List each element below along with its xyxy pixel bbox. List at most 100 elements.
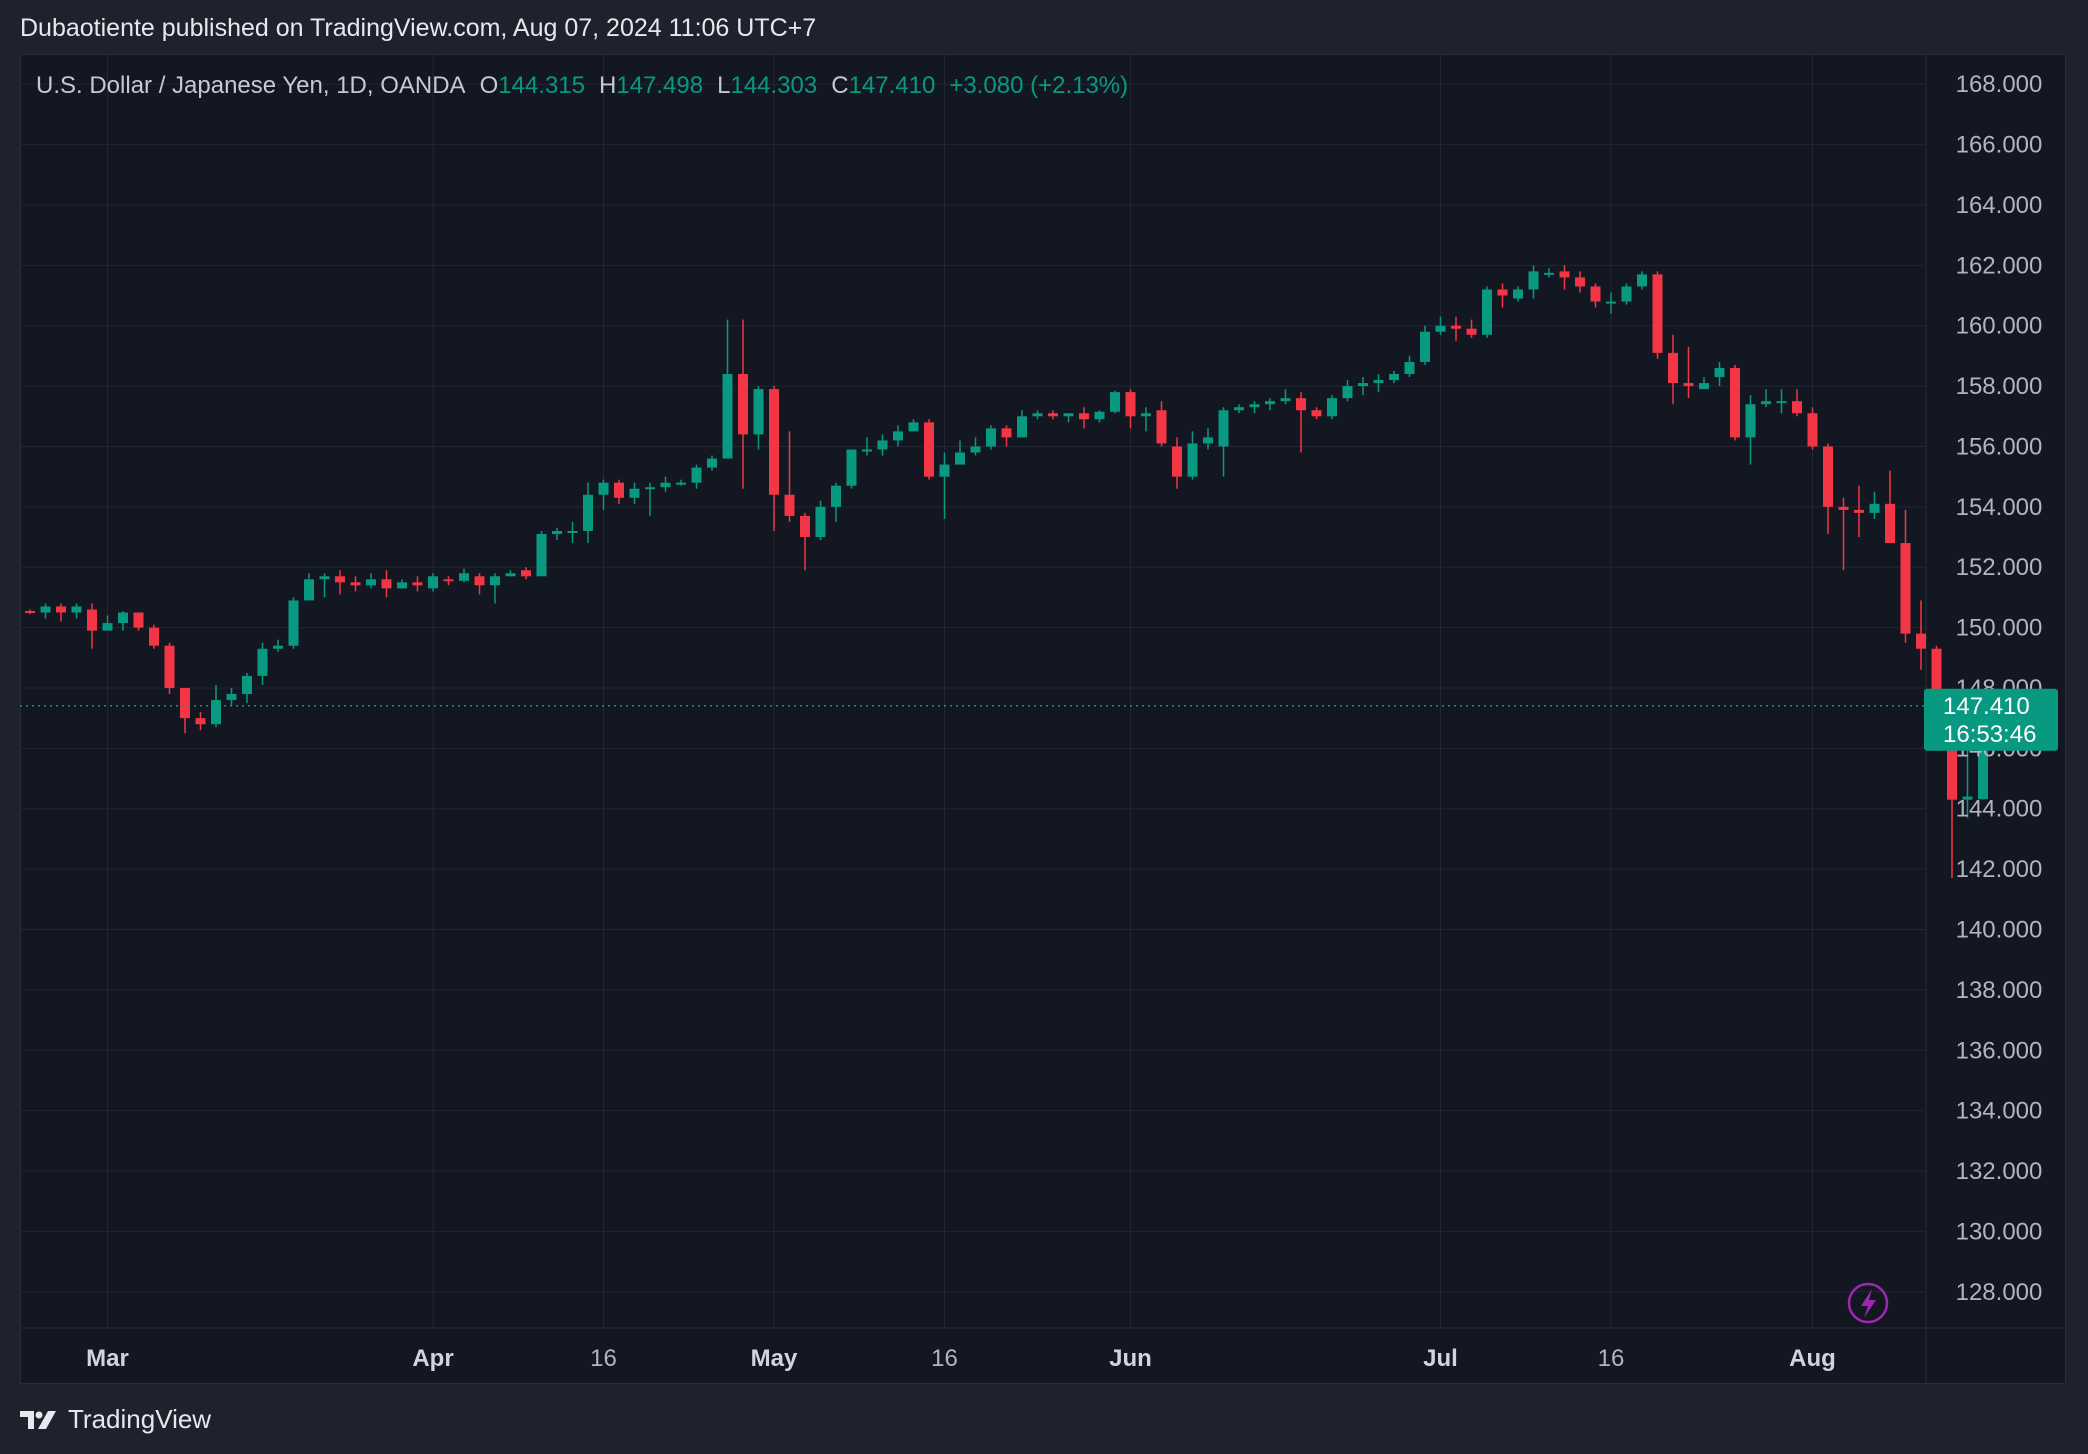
candle-body [1745,404,1756,438]
candle-body [1218,410,1229,447]
candle-body [645,487,655,490]
candle-body [753,389,764,435]
candle-body [40,606,51,613]
candle-body [1823,446,1833,507]
candle-body [1854,509,1864,513]
candle-body [397,582,407,589]
candle-body [707,458,717,468]
high-label: H [599,72,617,99]
candle-body [149,627,159,646]
y-tick-label: 158.000 [1956,373,2043,400]
candle-body [1652,274,1663,353]
price-axis[interactable]: 168.000 166.000 164.000 162.000 160.000 158.0… [1956,71,2043,1306]
candle-body [1916,633,1926,649]
high-value: 147.498 [616,72,704,99]
candle-body [1296,398,1306,411]
candle-body [1606,301,1616,304]
candle-body [180,687,190,719]
candle-body [722,374,733,459]
candle-body [908,422,919,432]
chart-frame[interactable] [20,54,2066,1384]
candle-body [288,600,299,646]
candle-body [567,530,578,533]
candle-body [1141,413,1151,417]
candle-body [660,482,671,488]
candle-body [1234,407,1244,411]
candle-body [598,482,609,495]
candle-body [118,612,128,624]
candle-body [366,579,376,586]
candle-body [1451,325,1461,329]
close-label: C [831,72,849,99]
candle-body [614,482,624,498]
candle-body [955,452,965,465]
open-label: O [479,72,499,99]
candle-body [25,610,35,613]
y-tick-label: 134.000 [1956,1098,2043,1125]
y-tick-label: 130.000 [1956,1218,2043,1245]
x-tick-label: 16 [590,1345,617,1372]
symbol-title[interactable]: U.S. Dollar / Japanese Yen, 1D, OANDA [36,72,466,99]
close-value: 147.410 [848,72,936,99]
candle-body [1962,796,1973,800]
candle-body [304,579,314,601]
candle-body [412,582,423,586]
candle-body [1156,410,1167,444]
candle-body [691,467,702,483]
candle-body [1730,367,1740,438]
candle-body [1590,286,1601,302]
low-label: L [717,72,731,99]
candle-body [490,576,500,586]
candle-body [924,422,934,477]
y-tick-label: 144.000 [1956,796,2043,823]
candle-body [443,579,454,582]
candle-body [1513,289,1523,299]
brand-name: TradingView [68,1404,212,1434]
candle-body [1792,401,1802,414]
x-tick-label: 16 [1598,1345,1625,1372]
candle-body [1807,413,1818,447]
candle-body [1032,413,1043,417]
candle-body [164,645,175,688]
candle-body [1327,398,1337,417]
y-tick-label: 160.000 [1956,313,2043,340]
y-tick-label: 162.000 [1956,252,2043,279]
candle-body [552,530,562,535]
candle-body [195,718,206,725]
y-tick-label: 150.000 [1956,615,2043,642]
candle-body [1203,437,1213,444]
tradingview-brand[interactable]: TradingView [20,1404,211,1435]
candle-body [273,645,283,649]
candle-body [1094,411,1105,420]
candle-body [1420,331,1430,362]
y-tick-label: 128.000 [1956,1279,2043,1306]
candle-body [71,606,82,613]
x-tick-label: Apr [412,1345,453,1372]
candle-body [1358,383,1368,387]
candle-body [1017,416,1027,438]
candle-body [784,494,795,516]
candle-body [1172,446,1182,477]
candle-body [1404,361,1415,375]
change-value: +3.080 (+2.13%) [949,72,1129,99]
candle-body [893,431,903,441]
x-tick-label: Mar [86,1345,129,1372]
candles [25,265,1988,879]
candle-body [536,534,547,577]
lightning-icon[interactable] [1847,1282,1889,1324]
time-axis[interactable]: Mar Apr 16 May 16 Jun Jul 16 Aug [86,1345,1836,1372]
candle-body [1265,401,1275,405]
candle-body [877,440,888,450]
candle-body [1187,443,1198,477]
candle-body [815,506,826,538]
candle-body [1978,705,1988,800]
ohlc-legend: U.S. Dollar / Japanese Yen, 1D, OANDA O 14… [36,72,1142,100]
candle-body [583,494,593,531]
candle-body [459,573,469,581]
candle-body [1668,352,1678,384]
candle-body [846,449,857,486]
y-tick-label: 138.000 [1956,977,2043,1004]
last-price-tag: 147.410 16:53:46 [20,688,2058,751]
x-tick-label: Jul [1423,1345,1458,1372]
